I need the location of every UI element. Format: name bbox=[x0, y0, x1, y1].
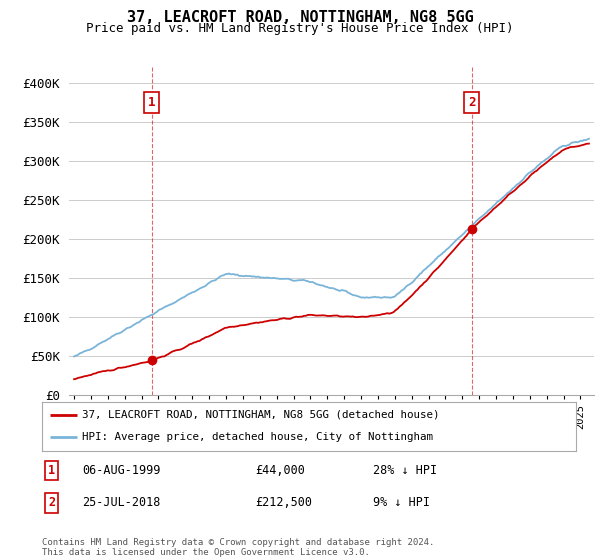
Text: 1: 1 bbox=[148, 96, 155, 109]
Text: 28% ↓ HPI: 28% ↓ HPI bbox=[373, 464, 437, 477]
Text: 37, LEACROFT ROAD, NOTTINGHAM, NG8 5GG: 37, LEACROFT ROAD, NOTTINGHAM, NG8 5GG bbox=[127, 10, 473, 25]
Text: 25-JUL-2018: 25-JUL-2018 bbox=[82, 496, 160, 509]
Text: HPI: Average price, detached house, City of Nottingham: HPI: Average price, detached house, City… bbox=[82, 432, 433, 442]
Text: £44,000: £44,000 bbox=[256, 464, 305, 477]
Text: 37, LEACROFT ROAD, NOTTINGHAM, NG8 5GG (detached house): 37, LEACROFT ROAD, NOTTINGHAM, NG8 5GG (… bbox=[82, 410, 440, 420]
Text: 2: 2 bbox=[468, 96, 475, 109]
Text: Contains HM Land Registry data © Crown copyright and database right 2024.
This d: Contains HM Land Registry data © Crown c… bbox=[42, 538, 434, 557]
Text: £212,500: £212,500 bbox=[256, 496, 313, 509]
Text: Price paid vs. HM Land Registry's House Price Index (HPI): Price paid vs. HM Land Registry's House … bbox=[86, 22, 514, 35]
Text: 9% ↓ HPI: 9% ↓ HPI bbox=[373, 496, 430, 509]
Text: 06-AUG-1999: 06-AUG-1999 bbox=[82, 464, 160, 477]
Text: 2: 2 bbox=[48, 496, 55, 509]
Text: 1: 1 bbox=[48, 464, 55, 477]
